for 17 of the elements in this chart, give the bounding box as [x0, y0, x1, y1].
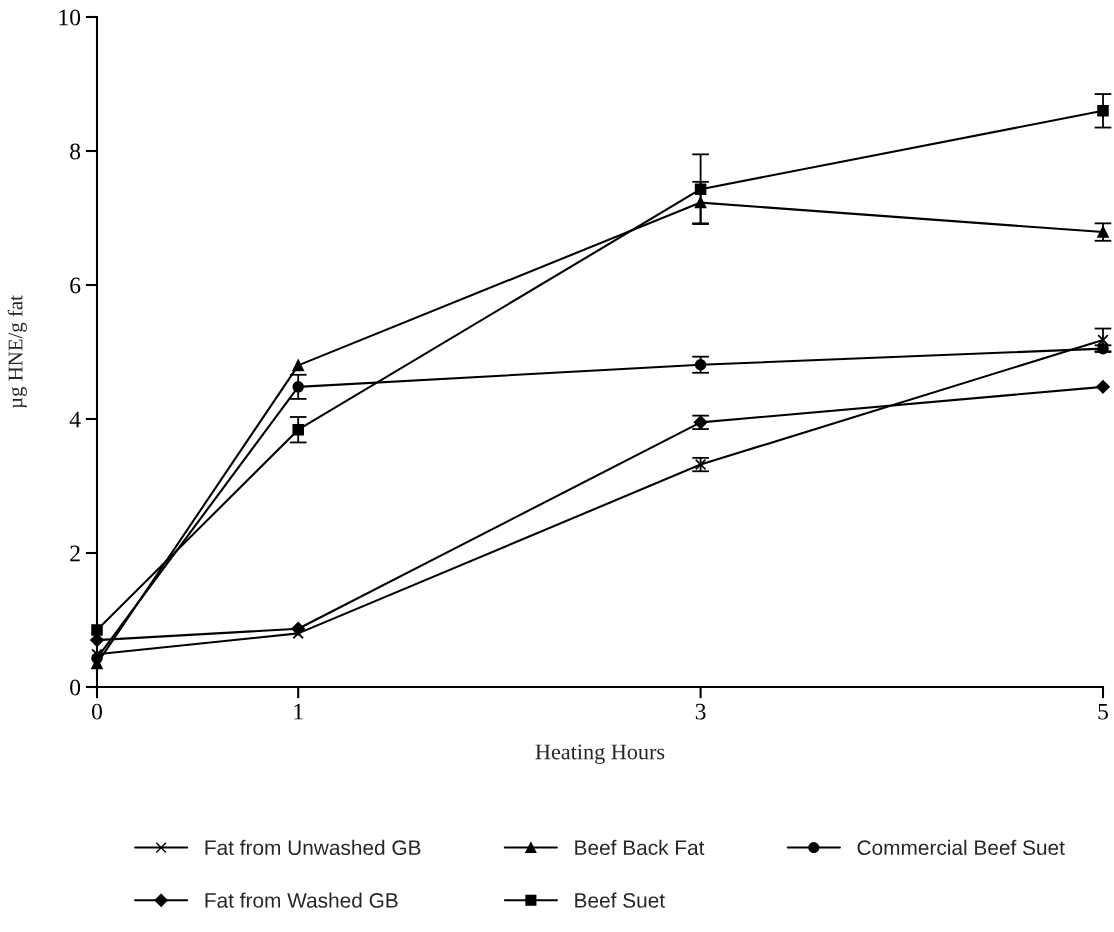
legend-label: Fat from Washed GB — [205, 892, 398, 908]
legend-label: Commercial Beef Suet — [857, 839, 1065, 856]
legend-label: Beef Back Fat — [575, 839, 705, 856]
x-tick-label: 3 — [695, 703, 706, 720]
y-tick-label: 10 — [59, 9, 81, 26]
x-axis-title: Heating Hours — [535, 744, 665, 764]
y-tick-label: 8 — [70, 143, 81, 160]
x-tick-label: 1 — [294, 703, 303, 720]
y-tick-label: 4 — [69, 411, 81, 428]
y-tick-label: 0 — [70, 679, 81, 696]
y-tick-label: 2 — [70, 545, 80, 562]
x-tick-label: 0 — [92, 703, 102, 720]
legend-label: Beef Suet — [575, 892, 665, 908]
y-tick-label: 6 — [70, 277, 81, 294]
y-axis-title: µg HNE/g fat — [7, 295, 27, 409]
legend-label: Fat from Unwashed GB — [205, 839, 421, 856]
x-tick-label: 5 — [1098, 703, 1108, 720]
